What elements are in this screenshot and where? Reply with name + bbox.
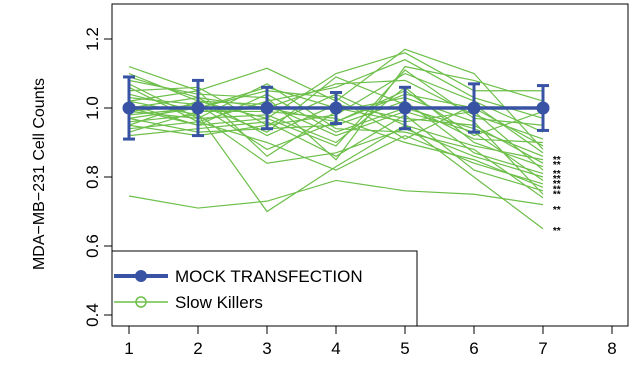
- significance-marker: **: [553, 155, 561, 166]
- significance-marker: **: [553, 205, 561, 216]
- mock-point: [191, 101, 205, 115]
- mock-point: [122, 101, 136, 115]
- mock-point: [398, 101, 412, 115]
- significance-marker: **: [553, 190, 561, 201]
- y-tick-label: 0.4: [83, 303, 102, 327]
- legend: MOCK TRANSFECTION Slow Killers: [111, 250, 418, 327]
- significance-marker: **: [553, 174, 561, 185]
- x-tick-label: 4: [331, 339, 340, 358]
- x-tick-label: 3: [262, 339, 271, 358]
- x-tick-label: 5: [400, 339, 409, 358]
- y-tick-label: 0.6: [83, 234, 102, 258]
- significance-marker: **: [553, 169, 561, 180]
- x-axis: 1 2 3 4 5 6 7 8: [124, 326, 617, 358]
- y-axis: 0.4 0.6 0.8 1.0 1.2: [83, 27, 112, 327]
- x-tick-label: 2: [193, 339, 202, 358]
- legend-box: [111, 250, 418, 327]
- mock-point: [329, 101, 343, 115]
- legend-slow-label: Slow Killers: [175, 293, 263, 312]
- significance-marks: ******************: [553, 155, 561, 237]
- x-tick-label: 1: [124, 339, 133, 358]
- slow-killer-line: [128, 179, 544, 209]
- x-tick-label: 6: [469, 339, 478, 358]
- significance-marker: **: [553, 160, 561, 171]
- x-tick-label: 8: [607, 339, 616, 358]
- significance-marker: **: [553, 179, 561, 190]
- x-tick-label: 7: [538, 339, 547, 358]
- significance-marker: **: [553, 184, 561, 195]
- legend-slow-symbol: [114, 296, 168, 308]
- y-tick-label: 0.8: [83, 165, 102, 189]
- y-tick-label: 1.0: [83, 96, 102, 120]
- slow-killers-series: [128, 48, 544, 230]
- y-axis-title: MDA−MB−231 Cell Counts: [31, 78, 48, 270]
- legend-mock-symbol: [114, 270, 168, 282]
- significance-marker: **: [553, 226, 561, 237]
- mock-point: [467, 101, 481, 115]
- legend-mock-label: MOCK TRANSFECTION: [175, 267, 363, 286]
- mock-point: [536, 101, 550, 115]
- mock-transfection-series: [122, 75, 550, 141]
- y-tick-label: 1.2: [83, 27, 102, 51]
- mock-point: [260, 101, 274, 115]
